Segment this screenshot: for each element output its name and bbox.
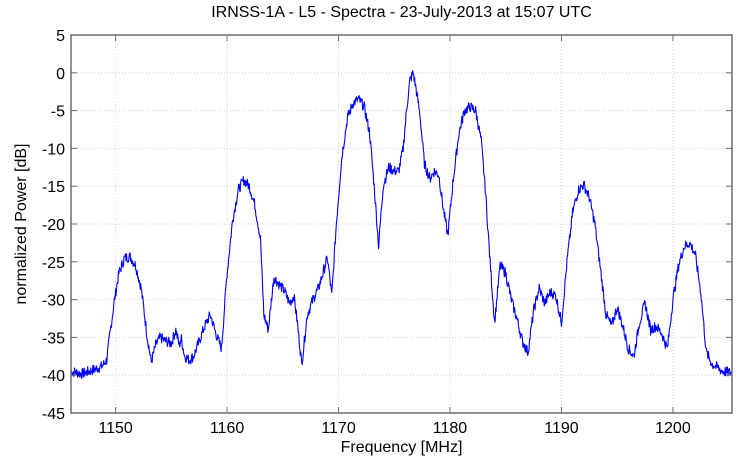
y-tick-label: -10 [42, 141, 65, 158]
spectrum-line [70, 70, 733, 379]
y-tick-label: -30 [42, 293, 65, 310]
y-tick-label: -15 [42, 179, 65, 196]
chart-title: IRNSS-1A - L5 - Spectra - 23-July-2013 a… [211, 4, 592, 21]
y-tick-label: -40 [42, 368, 65, 385]
x-axis-ticks: 1150 1160 1170 1180 1190 1200 [98, 35, 691, 437]
y-tick-label: 0 [56, 66, 65, 83]
x-tick-label: 1170 [321, 420, 356, 437]
spectrum-trace [70, 70, 733, 379]
x-tick-label: 1150 [98, 420, 133, 437]
y-tick-label: -35 [42, 330, 65, 347]
y-tick-label: -45 [42, 406, 65, 423]
y-axis-ticks: 5 0 -5 -10 -15 -20 -25 -30 -35 -40 -45 [42, 28, 732, 423]
x-tick-label: 1190 [544, 420, 579, 437]
x-tick-label: 1200 [655, 420, 691, 437]
y-tick-label: -20 [42, 217, 65, 234]
x-tick-label: 1180 [433, 420, 468, 437]
x-axis-label: Frequency [MHz] [340, 439, 463, 456]
x-tick-label: 1160 [210, 420, 245, 437]
y-axis-label: normalized Power [dB] [13, 143, 30, 305]
grid-lines [71, 35, 732, 413]
y-tick-label: 5 [56, 28, 65, 45]
y-tick-label: -5 [51, 104, 65, 121]
y-tick-label: -25 [42, 255, 65, 272]
